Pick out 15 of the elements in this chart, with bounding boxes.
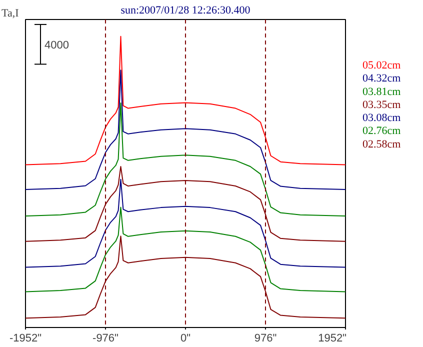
x-tick-label: 976": [254, 332, 277, 344]
chart-title: sun:2007/01/28 12:26:30.400: [120, 4, 251, 16]
text: 05.02cm: [362, 60, 402, 72]
x-tick-label: -976": [92, 332, 119, 344]
text: 04.32cm: [362, 72, 402, 85]
x-tick-label: -1952": [9, 332, 42, 344]
x-tick-label: 0": [180, 332, 191, 344]
text: 03.81cm: [362, 86, 402, 98]
text: 02.76cm: [362, 125, 402, 138]
x-tick-label: 1952": [318, 332, 347, 344]
text: 03.08cm: [362, 112, 402, 124]
text: 03.35cm: [362, 98, 402, 111]
annotation: 4000: [44, 39, 69, 52]
text: 02.58cm: [362, 138, 402, 150]
y-axis-title: Ta,I: [2, 8, 20, 20]
